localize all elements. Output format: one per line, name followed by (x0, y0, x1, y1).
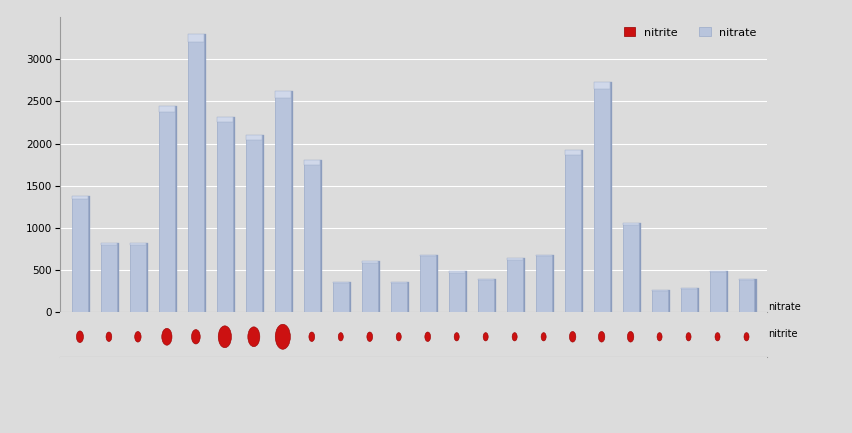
Ellipse shape (192, 330, 200, 344)
Bar (188, 34, 204, 312)
Ellipse shape (744, 333, 749, 341)
Bar (320, 160, 322, 312)
Ellipse shape (512, 333, 517, 341)
Ellipse shape (77, 331, 83, 343)
Bar (391, 282, 406, 283)
Bar (291, 91, 293, 312)
Bar (188, 34, 204, 42)
Ellipse shape (106, 332, 112, 342)
Bar (449, 271, 464, 273)
Bar (101, 243, 117, 312)
Bar (246, 135, 262, 312)
Bar (464, 271, 467, 312)
Bar (304, 160, 320, 312)
Bar (420, 255, 435, 256)
Ellipse shape (657, 333, 662, 341)
Ellipse shape (367, 332, 372, 342)
Ellipse shape (425, 332, 430, 342)
Bar (726, 271, 728, 312)
Bar (146, 243, 148, 312)
Ellipse shape (275, 324, 291, 349)
Bar (565, 150, 580, 312)
Bar (175, 106, 177, 312)
Bar (536, 255, 551, 256)
Bar (623, 223, 638, 312)
Bar (348, 282, 351, 312)
Bar (638, 223, 641, 312)
Bar (130, 243, 146, 245)
Ellipse shape (686, 333, 691, 341)
Ellipse shape (569, 331, 576, 342)
Bar (522, 258, 525, 312)
Bar (362, 261, 377, 263)
Bar (101, 243, 117, 245)
Bar (697, 288, 699, 312)
Bar (609, 82, 612, 312)
Legend: nitrite, nitrate: nitrite, nitrate (619, 23, 761, 42)
Bar (710, 271, 726, 272)
Ellipse shape (627, 331, 634, 342)
Bar (362, 261, 377, 312)
Ellipse shape (715, 333, 720, 341)
Bar (710, 271, 726, 312)
Ellipse shape (309, 332, 314, 342)
Bar (755, 279, 757, 312)
Bar (377, 261, 380, 312)
Bar (594, 82, 609, 89)
Bar (275, 91, 291, 98)
Ellipse shape (454, 333, 459, 341)
Bar (391, 282, 406, 312)
Bar (536, 255, 551, 312)
Ellipse shape (541, 333, 546, 341)
Bar (681, 288, 697, 289)
Text: nitrite: nitrite (769, 330, 797, 339)
Bar (594, 82, 609, 312)
Bar (333, 282, 348, 312)
Ellipse shape (135, 331, 141, 342)
Bar (304, 160, 320, 165)
Ellipse shape (248, 327, 260, 347)
Ellipse shape (598, 331, 605, 342)
Ellipse shape (162, 328, 172, 345)
Bar (217, 116, 233, 123)
Ellipse shape (396, 333, 401, 341)
Bar (623, 223, 638, 225)
Ellipse shape (483, 333, 488, 341)
Bar (159, 106, 175, 112)
Text: nitrate: nitrate (769, 302, 801, 312)
Bar (565, 150, 580, 155)
Bar (507, 258, 522, 312)
Bar (478, 279, 493, 312)
Bar (478, 279, 493, 280)
Bar (652, 290, 667, 291)
Bar (117, 243, 119, 312)
Bar (246, 135, 262, 140)
Bar (667, 290, 670, 312)
Bar (739, 279, 755, 280)
Bar (493, 279, 496, 312)
Bar (449, 271, 464, 312)
Bar (72, 196, 88, 312)
Ellipse shape (218, 326, 232, 348)
Bar (406, 282, 409, 312)
Bar (88, 196, 90, 312)
Bar (130, 243, 146, 312)
Bar (233, 116, 235, 312)
Bar (262, 135, 264, 312)
Bar (739, 279, 755, 312)
Bar (681, 288, 697, 312)
Bar (580, 150, 583, 312)
Bar (333, 282, 348, 283)
Bar (217, 116, 233, 312)
Ellipse shape (338, 333, 343, 341)
Bar (652, 290, 667, 312)
Bar (551, 255, 554, 312)
Bar (159, 106, 175, 312)
Bar (507, 258, 522, 259)
Bar (204, 34, 206, 312)
Bar (435, 255, 438, 312)
Bar (275, 91, 291, 312)
Bar (72, 196, 88, 199)
Bar (420, 255, 435, 312)
